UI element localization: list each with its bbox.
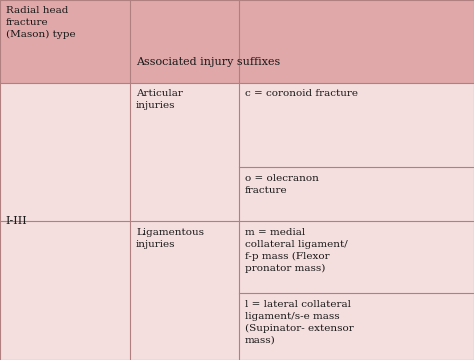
Text: c = coronoid fracture: c = coronoid fracture	[245, 89, 358, 98]
Text: l = lateral collateral
ligament/s-e mass
(Supinator- extensor
mass): l = lateral collateral ligament/s-e mass…	[245, 300, 354, 345]
Text: Radial head
fracture
(Mason) type: Radial head fracture (Mason) type	[6, 6, 75, 39]
Text: o = olecranon
fracture: o = olecranon fracture	[245, 174, 319, 195]
Text: Ligamentous
injuries: Ligamentous injuries	[136, 228, 204, 249]
Text: m = medial
collateral ligament/
f-p mass (Flexor
pronator mass): m = medial collateral ligament/ f-p mass…	[245, 228, 348, 273]
Text: Articular
injuries: Articular injuries	[136, 89, 183, 110]
Bar	[0, 0, 474, 83]
Text: Associated injury suffixes: Associated injury suffixes	[136, 57, 280, 67]
Text: I-III: I-III	[6, 216, 27, 226]
